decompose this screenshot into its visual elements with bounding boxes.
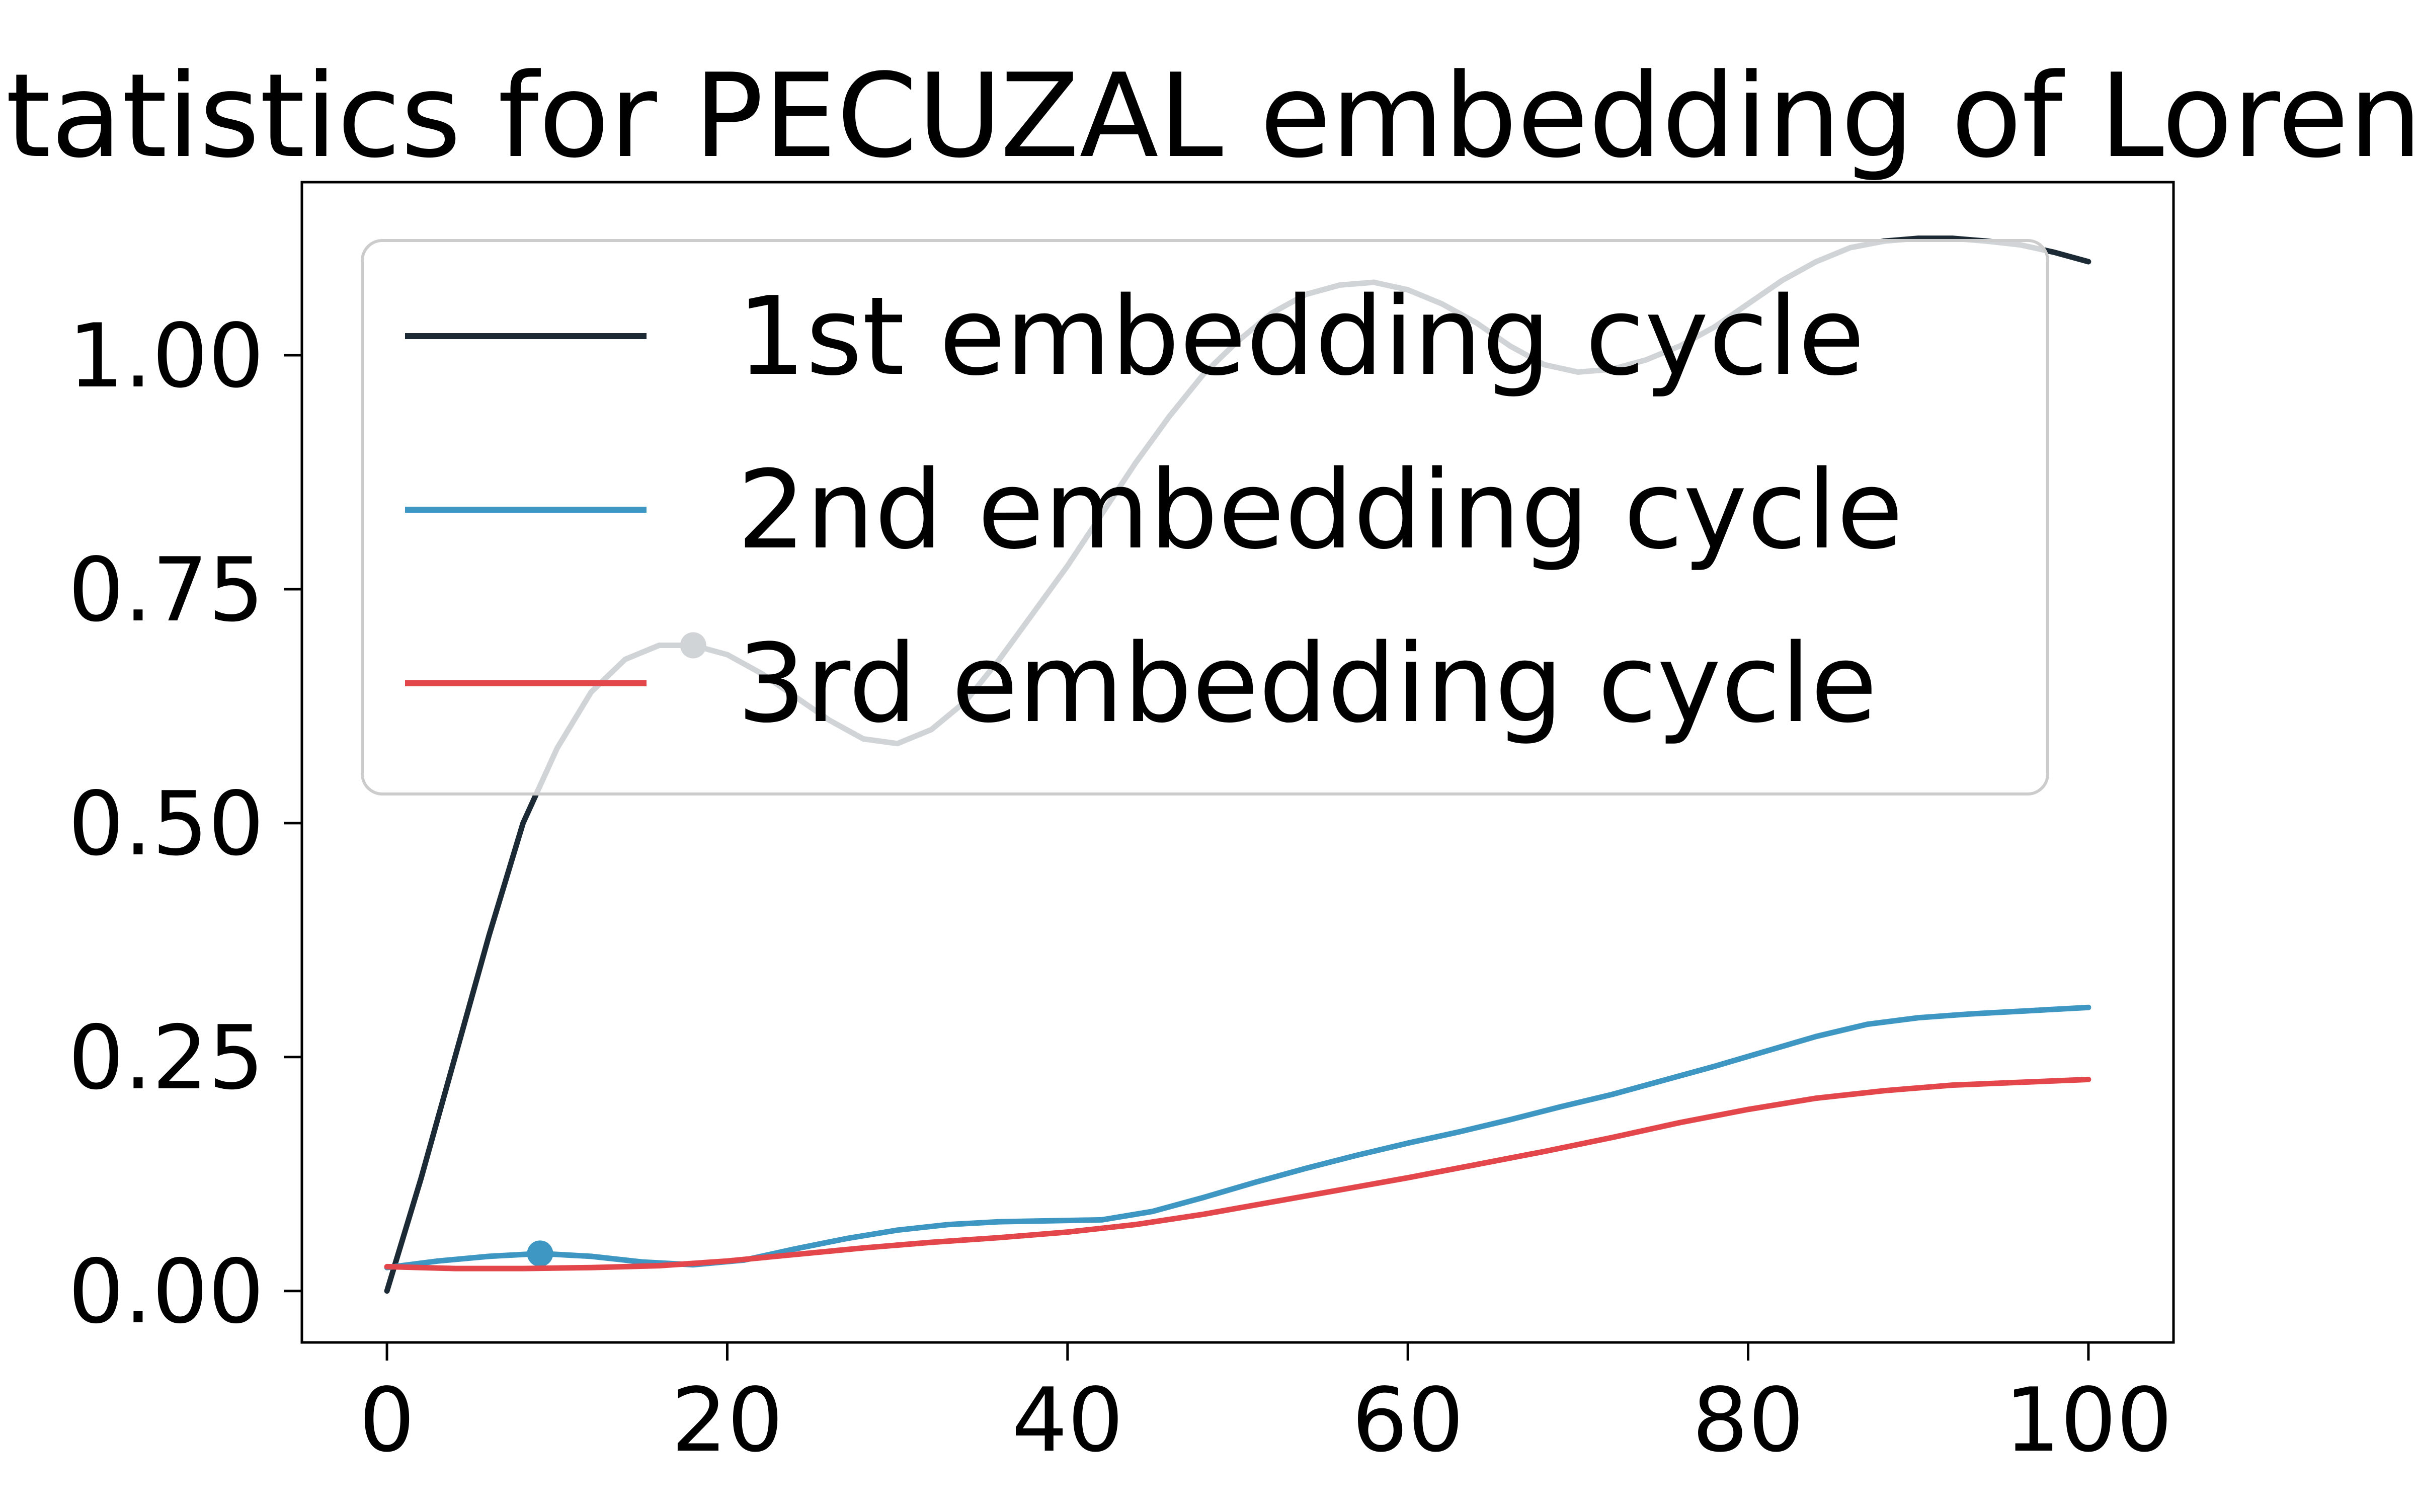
legend-label: 1st embedding cycle xyxy=(737,273,1865,400)
series-line-3 xyxy=(384,1076,2091,1271)
y-tick-label: 0.25 xyxy=(68,1007,264,1109)
y-tick-label: 0.50 xyxy=(68,773,264,876)
x-tick-label: 80 xyxy=(1692,1370,1804,1472)
plot-area: 0 20 40 60 80 100 0.00 0.25 0.50 0.75 1.00 1st embe… xyxy=(68,181,2175,1472)
series-line-2 xyxy=(384,1004,2091,1270)
x-tick-label: 60 xyxy=(1352,1370,1464,1472)
legend-label: 2nd embedding cycle xyxy=(737,447,1903,573)
x-tick-label: 0 xyxy=(359,1370,415,1472)
series-minimum-marker-2 xyxy=(527,1240,553,1267)
x-tick-label: 100 xyxy=(2004,1370,2172,1472)
y-tick-label: 0.00 xyxy=(68,1241,264,1343)
y-tick-label: 1.00 xyxy=(68,305,264,408)
y-tick-label: 0.75 xyxy=(68,539,264,642)
x-tick-label: 20 xyxy=(671,1370,783,1472)
chart-title: Statistics for PECUZAL embedding of Lore… xyxy=(0,49,2415,184)
x-tick-label: 40 xyxy=(1011,1370,1123,1472)
legend-box xyxy=(361,239,2049,795)
plot-frame xyxy=(300,181,2175,1344)
legend-label: 3rd embedding cycle xyxy=(737,620,1877,747)
